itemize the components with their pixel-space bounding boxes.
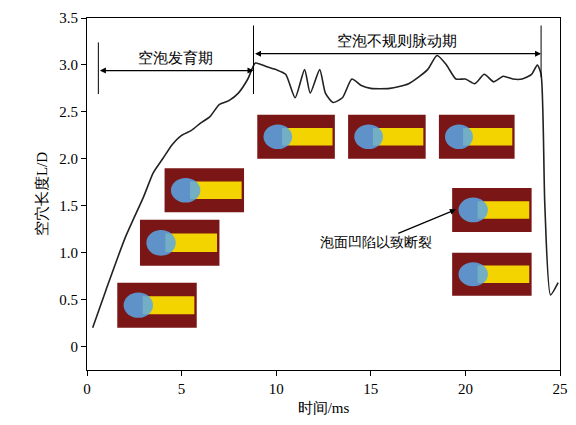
- svg-text:3.5: 3.5: [59, 10, 78, 26]
- svg-text:3.0: 3.0: [59, 57, 78, 73]
- svg-text:1.5: 1.5: [59, 198, 78, 214]
- svg-text:5: 5: [178, 381, 186, 397]
- svg-text:2.0: 2.0: [59, 151, 78, 167]
- svg-text:空穴长度L/D: 空穴长度L/D: [34, 152, 50, 236]
- svg-text:空泡不规则脉动期: 空泡不规则脉动期: [337, 33, 457, 49]
- svg-text:0: 0: [83, 381, 91, 397]
- svg-text:25: 25: [553, 381, 568, 397]
- svg-text:20: 20: [458, 381, 473, 397]
- svg-text:15: 15: [363, 381, 378, 397]
- svg-text:0: 0: [71, 339, 79, 355]
- svg-text:时间/ms: 时间/ms: [298, 400, 350, 416]
- svg-text:10: 10: [269, 381, 284, 397]
- svg-text:泡面凹陷以致断裂: 泡面凹陷以致断裂: [320, 235, 432, 250]
- svg-text:1.0: 1.0: [59, 245, 78, 261]
- svg-text:空泡发育期: 空泡发育期: [138, 50, 213, 66]
- svg-text:2.5: 2.5: [59, 104, 78, 120]
- svg-text:0.5: 0.5: [59, 292, 78, 308]
